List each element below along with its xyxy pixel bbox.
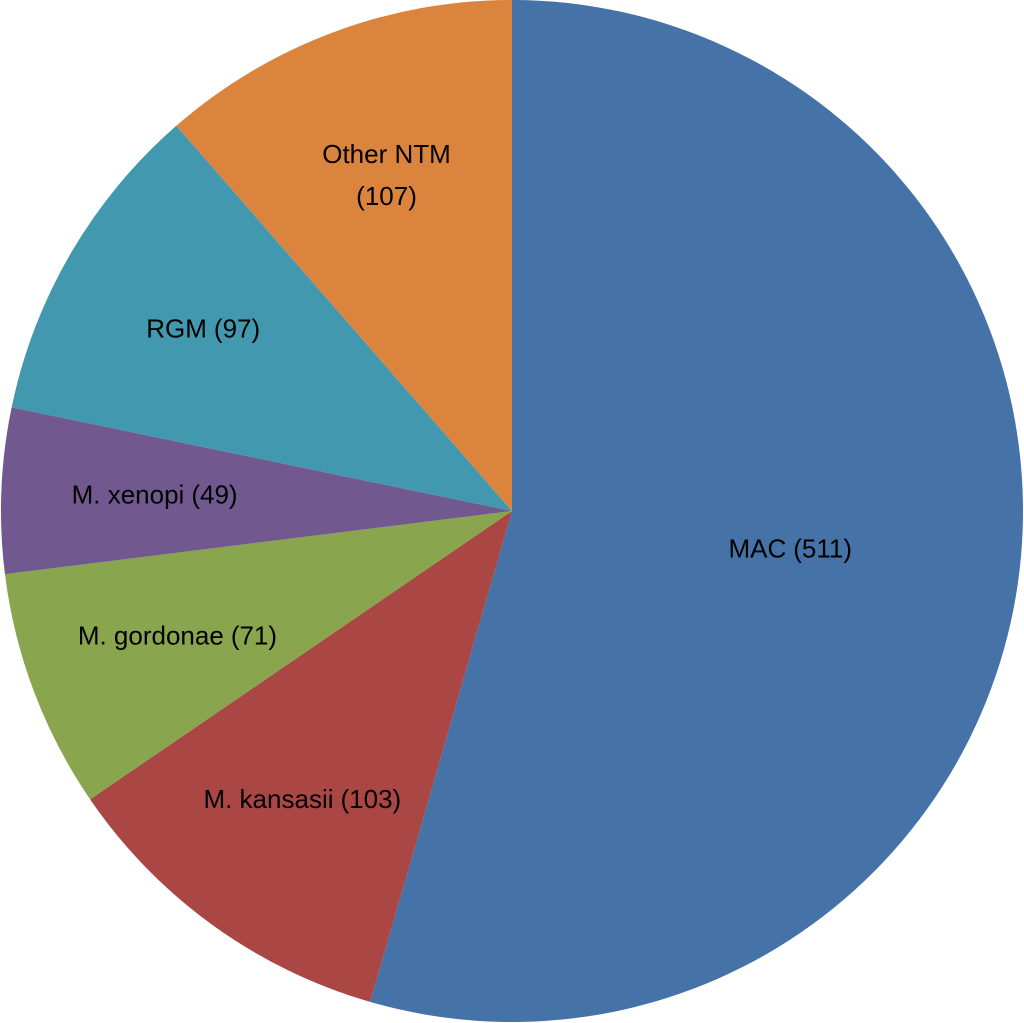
pie-slice — [90, 511, 512, 1002]
data-label: M. gordonae (71) — [78, 620, 277, 650]
value-label: (511) — [793, 533, 852, 563]
value-label: (107) — [356, 181, 417, 211]
value-label: (71) — [231, 620, 277, 650]
value-label: (97) — [214, 313, 260, 343]
data-label: Other NTM (107) — [322, 139, 451, 211]
category-label: M. xenopi — [72, 480, 185, 510]
category-label: M. kansasii — [203, 784, 333, 814]
data-label: M. kansasii (103) — [203, 784, 401, 814]
category-label: Other NTM — [322, 139, 451, 169]
data-label: MAC (511) — [728, 533, 852, 563]
data-label: M. xenopi (49) — [72, 480, 238, 510]
pie-slice — [370, 0, 1023, 1022]
category-label: M. gordonae — [78, 620, 224, 650]
category-label: RGM — [146, 313, 207, 343]
value-label: (103) — [341, 784, 402, 814]
category-label: MAC — [728, 533, 786, 563]
value-label: (49) — [191, 480, 237, 510]
pie-slice — [11, 125, 512, 511]
pie-slice — [1, 407, 513, 575]
pie-slice — [4, 511, 513, 800]
data-label: RGM (97) — [146, 313, 260, 343]
pie-slice — [176, 0, 513, 511]
